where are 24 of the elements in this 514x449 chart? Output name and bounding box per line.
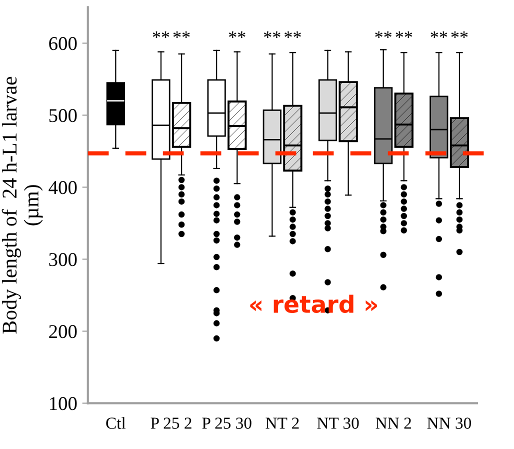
annotation: **: [375, 31, 392, 38]
x-tick-label: P 25 2: [150, 418, 192, 429]
y-tick-label: 400: [48, 181, 77, 194]
y-tick-label: 500: [49, 109, 77, 122]
x-tick-label: NT 2: [266, 418, 299, 429]
annotation: **: [451, 31, 468, 38]
y-tick-label: 200: [49, 325, 77, 338]
annotation: **: [284, 31, 301, 38]
annotation: **: [430, 31, 448, 38]
annotation: **: [228, 31, 246, 38]
x-tick-label: Ctl: [106, 417, 126, 429]
y-tick-label: 600: [49, 37, 77, 50]
y-tick-label: 300: [49, 253, 77, 266]
x-tick-label: P 25 30: [202, 418, 252, 429]
annotation: **: [396, 31, 412, 38]
annotation: **: [173, 31, 190, 38]
x-tick-label: NN 30: [427, 418, 472, 429]
ref-line-label: « retard »: [250, 294, 377, 314]
y-axis-title: Body length of 24 h-L1 larvae (µm): [2, 76, 43, 334]
x-tick-label: NN 2: [376, 418, 411, 429]
annotation: **: [152, 31, 170, 38]
annotation: **: [264, 31, 280, 38]
x-tick-label: NT 30: [317, 418, 359, 429]
y-tick-label: 100: [50, 397, 77, 410]
